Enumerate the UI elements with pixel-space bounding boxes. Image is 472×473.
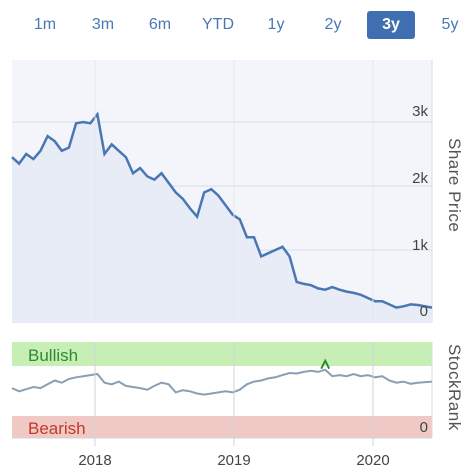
range-button-3y[interactable]: 3y — [367, 11, 415, 39]
range-button-1y[interactable]: 1y — [267, 16, 285, 33]
upgrade-arrow-icon — [320, 358, 331, 370]
range-button-6m[interactable]: 6m — [148, 16, 172, 33]
x-tick-2018: 2018 — [78, 452, 112, 469]
stockrank-axis-title: StockRank — [445, 344, 464, 431]
bullish-band — [12, 342, 432, 366]
price-line — [11, 111, 433, 309]
range-button-ytd[interactable]: YTD — [202, 16, 234, 33]
rank-tick-0: 0 — [419, 419, 428, 436]
bullish-label: Bullish — [28, 346, 79, 365]
x-tick-2019: 2019 — [217, 452, 251, 469]
range-selector: 1m 3m 6m YTD 1y 2y 3y 5y — [0, 0, 472, 48]
range-button-1m[interactable]: 1m — [33, 16, 57, 33]
price-area-fill — [12, 114, 432, 322]
price-axis-title: Share Price — [445, 138, 464, 233]
price-tick-2k: 2k — [412, 170, 428, 187]
bearish-band — [12, 416, 432, 438]
range-button-5y[interactable]: 5y — [441, 16, 459, 33]
range-button-2y[interactable]: 2y — [324, 16, 342, 33]
stockrank-line — [11, 368, 433, 396]
x-tick-2020: 2020 — [356, 452, 390, 469]
price-tick-3k: 3k — [412, 103, 428, 120]
price-tick-0: 0 — [419, 303, 428, 320]
price-tick-1k: 1k — [412, 237, 428, 254]
range-button-3m[interactable]: 3m — [91, 16, 115, 33]
bearish-label: Bearish — [28, 419, 86, 438]
x-gridlines — [94, 60, 374, 446]
